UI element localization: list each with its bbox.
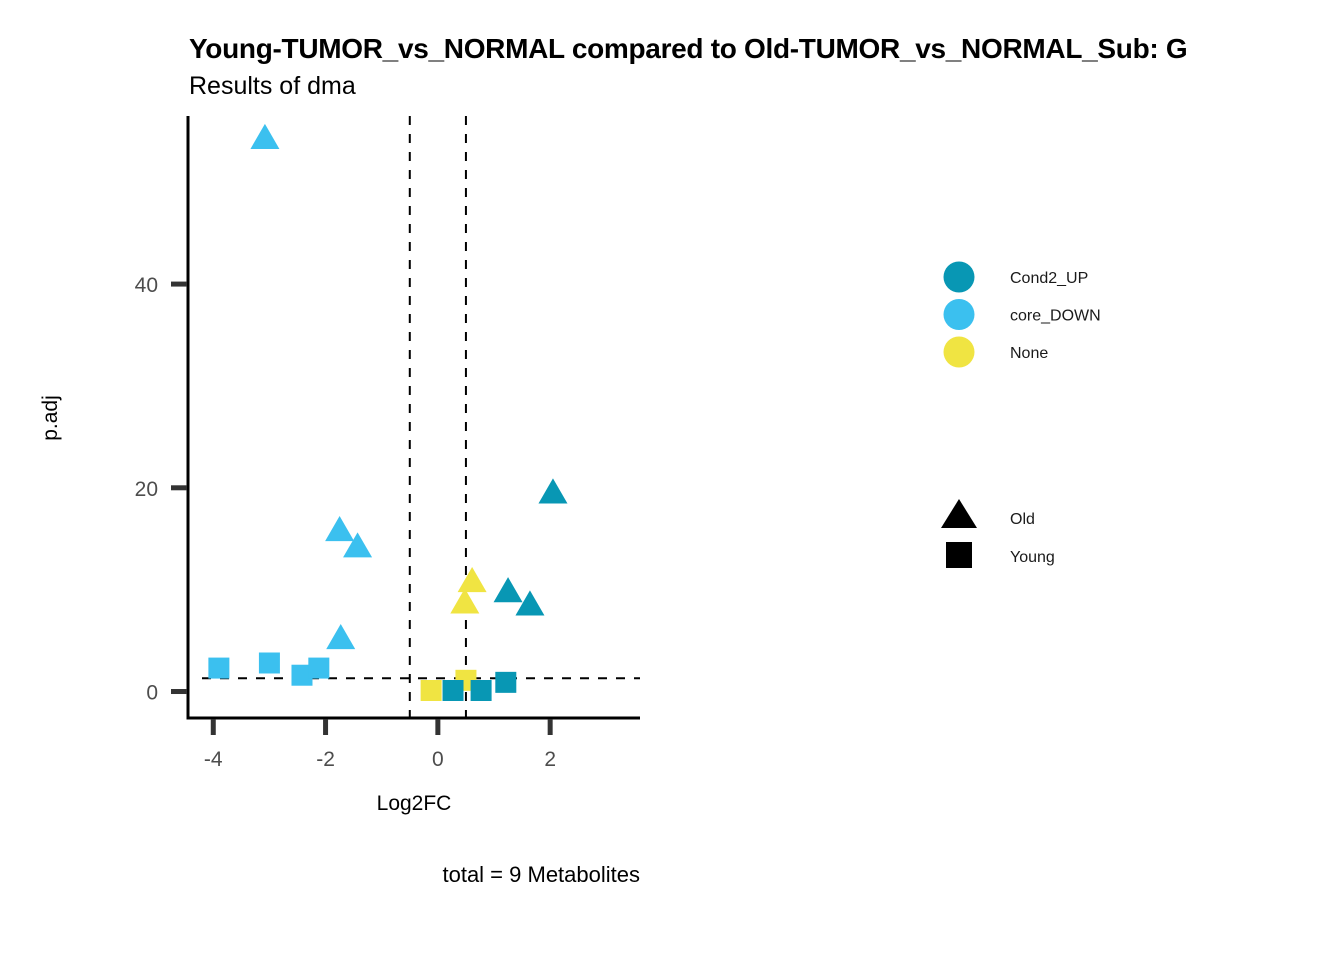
point-young-cond2-up	[470, 679, 492, 701]
data-points	[208, 123, 568, 701]
color-legend: Cond2_UP core_DOWN None	[943, 261, 1101, 368]
x-tick-label: -2	[316, 748, 335, 771]
legend-key-cond2-up	[943, 261, 975, 293]
point-young-core-down	[308, 657, 330, 679]
legend-key-core-down	[943, 299, 975, 330]
caption: total = 9 Metabolites	[442, 862, 640, 887]
point-young-core-down	[291, 664, 313, 686]
legend-label: Young	[1010, 549, 1055, 566]
point-young-core-down	[208, 657, 230, 679]
chart-subtitle: Results of dma	[189, 72, 356, 100]
point-old-cond2-up	[515, 590, 545, 616]
legend-label: Cond2_UP	[1010, 270, 1088, 287]
point-old-cond2-up	[538, 478, 568, 504]
x-axis-title: Log2FC	[377, 792, 452, 815]
legend-key-none	[943, 336, 975, 368]
legend-label: Old	[1010, 511, 1035, 528]
legend-label: core_DOWN	[1010, 308, 1101, 325]
shape-legend: Old Young	[941, 499, 1055, 568]
point-old-cond2-up	[493, 577, 523, 603]
axes	[186, 116, 640, 720]
y-tick-label: 0	[146, 682, 158, 705]
point-old-core-down	[343, 532, 373, 558]
legend-square-icon	[946, 542, 972, 568]
y-ticks: 0 20 40	[135, 274, 187, 705]
point-old-core-down	[325, 516, 355, 542]
point-young-none	[420, 679, 442, 701]
legend-triangle-icon	[941, 499, 977, 528]
x-tick-label: -4	[204, 748, 223, 771]
y-tick-label: 20	[135, 478, 158, 501]
legend-label: None	[1010, 345, 1048, 362]
y-axis-title: p.adj	[39, 395, 62, 441]
point-old-none	[457, 566, 487, 593]
y-tick-label: 40	[135, 274, 158, 297]
point-young-core-down	[258, 652, 280, 674]
point-old-core-down	[326, 623, 356, 650]
x-tick-label: 2	[544, 748, 556, 771]
point-old-core-down	[250, 123, 280, 149]
x-tick-label: 0	[432, 748, 444, 771]
chart-title: Young-TUMOR_vs_NORMAL compared to Old-TU…	[189, 33, 1188, 64]
point-young-cond2-up	[495, 671, 517, 693]
x-ticks: -4 -2 0 2	[204, 719, 556, 771]
point-young-cond2-up	[442, 679, 464, 701]
point-old-none	[450, 588, 480, 614]
reference-lines	[202, 116, 640, 718]
